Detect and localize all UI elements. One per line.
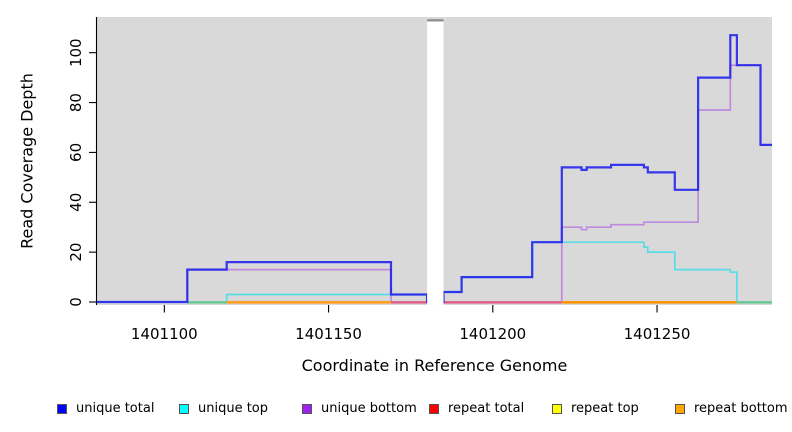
x-tick-label: 1401250 [624,325,691,343]
legend-item-repeat-top: repeat top [552,401,639,416]
legend-swatch-unique-total [57,403,67,414]
series-line-unique-total [97,34,772,304]
y-tick-label: 80 [67,93,85,112]
x-axis-title: Coordinate in Reference Genome [301,356,568,375]
legend-label-repeat-total: repeat total [448,401,525,416]
y-tick-label: 20 [67,243,85,262]
y-axis-title: Read Coverage Depth [17,73,37,249]
coverage-gap [427,21,444,305]
legend-swatch-unique-bottom [302,403,312,414]
y-tick-label: 0 [67,297,85,307]
legend-item-repeat-bottom: repeat bottom [675,401,788,416]
x-tick-label: 1401100 [131,325,198,343]
legend-item-unique-top: unique top [179,401,268,416]
y-tick-label: 60 [67,143,85,162]
y-tick-label: 40 [67,193,85,212]
y-tick-label: 100 [67,38,85,67]
legend-item-repeat-total: repeat total [429,401,524,416]
legend-label-unique-total: unique total [76,401,155,416]
x-tick-label: 1401200 [459,325,526,343]
legend-label-unique-top: unique top [198,401,269,416]
legend-swatch-repeat-bottom [675,403,685,414]
legend-item-unique-bottom: unique bottom [302,401,417,416]
legend-item-unique-total: unique total [57,401,154,416]
legend-swatch-repeat-total [429,403,439,414]
legend-swatch-repeat-top [552,403,562,414]
legend-label-repeat-bottom: repeat bottom [694,401,788,416]
coverage-gap-cap [427,19,444,22]
x-tick-label: 1401150 [295,325,362,343]
legend-label-unique-bottom: unique bottom [321,401,417,416]
legend-label-repeat-top: repeat top [571,401,639,416]
legend-swatch-unique-top [179,403,189,414]
